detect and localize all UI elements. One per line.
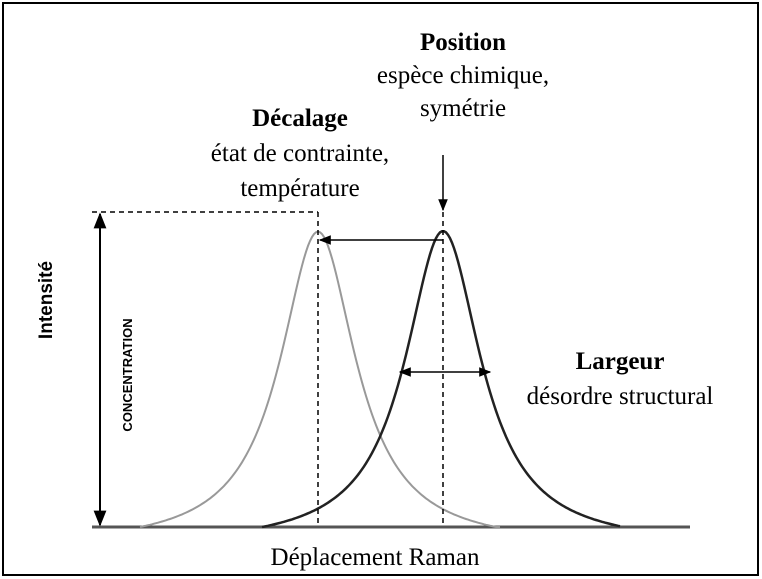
shift-line: température bbox=[240, 175, 359, 202]
shifted-peak bbox=[139, 230, 500, 528]
position-line: symétrie bbox=[420, 95, 506, 122]
width-title: Largeur bbox=[576, 348, 665, 375]
position-line: espèce chimique, bbox=[377, 62, 549, 89]
shift-title: Décalage bbox=[252, 105, 348, 132]
width-line: désordre structural bbox=[527, 383, 714, 410]
height-label: CONCENTRATION bbox=[120, 318, 135, 431]
shift-line: état de contrainte, bbox=[211, 140, 389, 167]
reference-peak bbox=[261, 230, 621, 529]
y-axis-label: Intensité bbox=[36, 261, 57, 339]
x-axis-label: Déplacement Raman bbox=[271, 544, 480, 571]
position-title: Position bbox=[420, 29, 506, 56]
